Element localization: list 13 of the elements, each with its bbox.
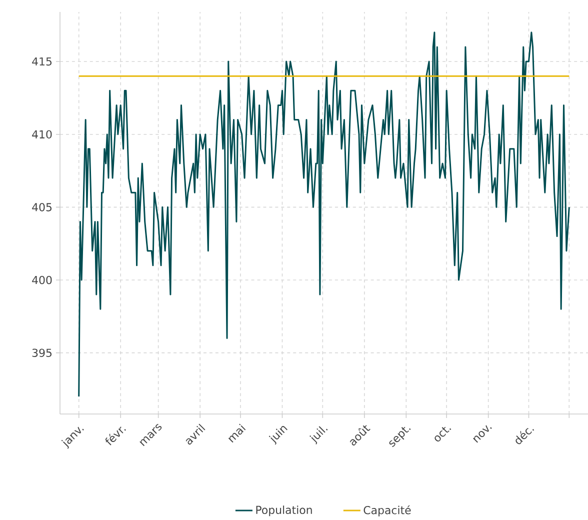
y-tick-label: 415 bbox=[32, 57, 52, 66]
legend-label: Capacité bbox=[364, 505, 411, 516]
y-tick-label: 405 bbox=[32, 203, 52, 212]
x-tick-label: juil. bbox=[310, 426, 328, 444]
y-tick-label: 400 bbox=[32, 276, 52, 284]
line-series bbox=[78, 32, 570, 398]
y-tick-label: 395 bbox=[32, 348, 52, 357]
x-tick-label: oct. bbox=[434, 426, 452, 442]
x-tick-label: déc. bbox=[516, 428, 534, 444]
legend-label: Population bbox=[256, 506, 312, 516]
x-tick-label: nov. bbox=[473, 425, 492, 443]
y-tick-label: 410 bbox=[32, 130, 52, 138]
x-tick-label: juin bbox=[268, 426, 288, 445]
